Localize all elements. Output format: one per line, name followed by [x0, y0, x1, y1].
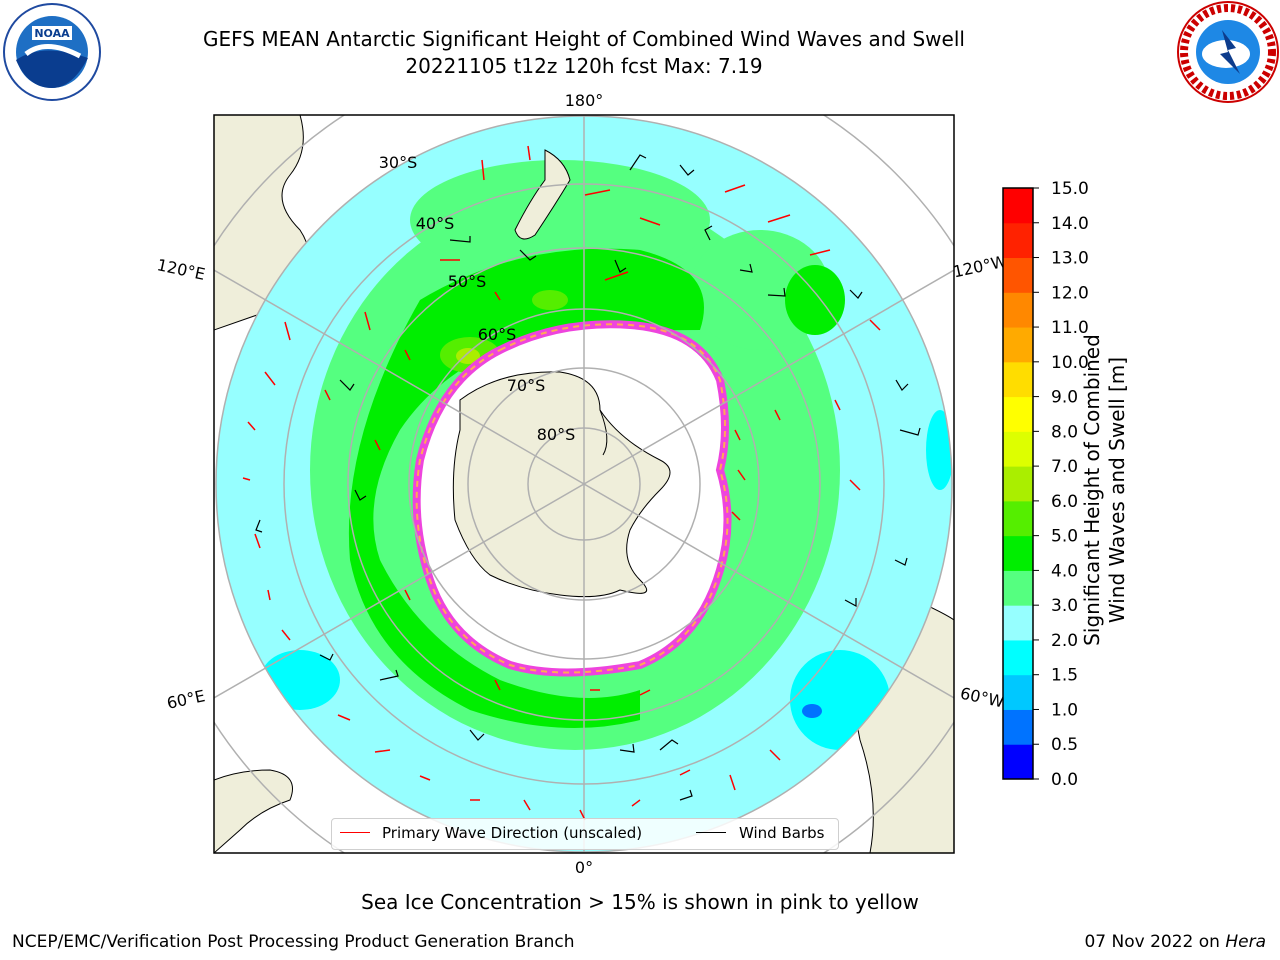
wave-direction-swatch: [340, 832, 370, 833]
sea-ice-note: Sea Ice Concentration > 15% is shown in …: [361, 890, 919, 914]
colorbar-title: Significant Height of Combined Wind Wave…: [1080, 310, 1130, 670]
map-frame: [213, 114, 955, 854]
wave-direction-legend-label: Primary Wave Direction (unscaled): [382, 824, 643, 842]
lat-label-40s: 40°S: [416, 214, 455, 233]
wave-band-4-5m: [348, 248, 704, 729]
nws-logo: [1177, 1, 1279, 103]
meridian-lines: [214, 115, 954, 853]
lon-label-0: 0°: [575, 858, 593, 877]
footer-date-text: 07 Nov 2022 on: [1084, 932, 1226, 952]
colorbar-title-line1: Significant Height of Combined: [1080, 334, 1104, 646]
wave-direction-arrows: [242, 145, 881, 821]
lat-label-30s: 30°S: [379, 153, 418, 172]
map-legend: Primary Wave Direction (unscaled) Wind B…: [331, 818, 839, 850]
footer-date: 07 Nov 2022 on Hera: [1084, 932, 1266, 952]
wind-barb-swatch: [696, 832, 726, 833]
footer-machine: Hera: [1225, 932, 1266, 952]
lon-label-180: 180°: [565, 91, 604, 110]
new-zealand-land: [514, 149, 571, 240]
lat-label-70s: 70°S: [507, 376, 546, 395]
lon-label-120w: 120°W: [951, 252, 1008, 282]
lat-label-80s: 80°S: [537, 425, 576, 444]
noaa-logo: NOAA: [3, 3, 101, 101]
wind-barb-legend-label: Wind Barbs: [739, 824, 825, 842]
lat-label-50s: 50°S: [448, 272, 487, 291]
lon-label-60w: 60°W: [959, 684, 1006, 712]
antarctica-land: [452, 371, 671, 598]
africa-land: [214, 769, 293, 853]
lon-label-60e: 60°E: [165, 686, 207, 713]
lat-label-60s: 60°S: [478, 325, 517, 344]
lon-label-120e: 120°E: [155, 255, 207, 284]
chart-title: GEFS MEAN Antarctic Significant Height o…: [203, 27, 965, 51]
colorbar-title-line2: Wind Waves and Swell [m]: [1105, 356, 1129, 624]
svg-text:NOAA: NOAA: [34, 27, 70, 40]
wind-barbs: [255, 154, 921, 801]
chart-subtitle: 20221105 t12z 120h fcst Max: 7.19: [405, 54, 763, 78]
footer-credit: NCEP/EMC/Verification Post Processing Pr…: [12, 932, 575, 952]
